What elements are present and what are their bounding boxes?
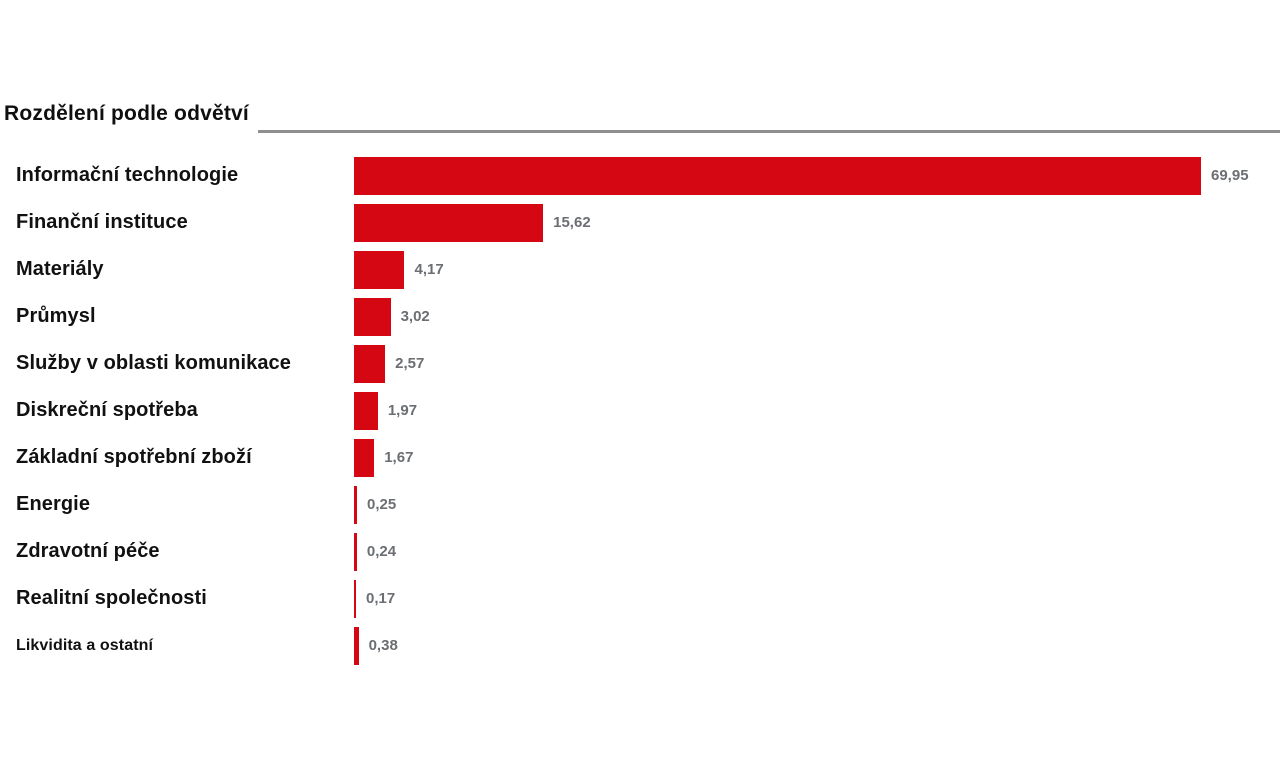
bar-area: 0,25 — [354, 485, 1280, 524]
chart-row: Základní spotřební zboží 1,67 — [0, 434, 1280, 481]
bar-area: 1,67 — [354, 438, 1280, 477]
chart-row: Likvidita a ostatní 0,38 — [0, 622, 1280, 669]
bar-area: 0,17 — [354, 579, 1280, 618]
chart-row: Zdravotní péče 0,24 — [0, 528, 1280, 575]
value-label: 3,02 — [400, 308, 430, 325]
bar-area: 0,24 — [354, 532, 1280, 571]
chart-row: Informační technologie 69,95 — [0, 152, 1280, 199]
row-label: Finanční instituce — [16, 211, 188, 233]
bar — [354, 485, 358, 524]
bar-area: 0,38 — [354, 626, 1280, 665]
value-label: 0,25 — [367, 496, 397, 513]
row-label: Diskreční spotřeba — [16, 399, 198, 421]
row-label: Služby v oblasti komunikace — [16, 352, 292, 374]
row-label: Průmysl — [16, 305, 96, 327]
row-label: Informační technologie — [16, 164, 239, 186]
bar-area: 1,97 — [354, 391, 1280, 430]
sector-bar-chart: Informační technologie 69,95 Finanční in… — [0, 152, 1280, 669]
value-label: 0,17 — [366, 590, 396, 607]
chart-row: Materiály 4,17 — [0, 246, 1280, 293]
bar — [354, 344, 386, 383]
bar-area: 3,02 — [354, 297, 1280, 336]
row-label: Energie — [16, 493, 91, 515]
chart-title: Rozdělení podle odvětví — [4, 102, 249, 125]
row-label: Zdravotní péče — [16, 540, 160, 562]
row-label: Materiály — [16, 258, 104, 280]
value-label: 1,97 — [387, 402, 418, 419]
title-rule — [258, 130, 1280, 133]
value-label: 2,57 — [395, 355, 425, 372]
chart-row: Realitní společnosti 0,17 — [0, 575, 1280, 622]
bar — [354, 391, 378, 430]
chart-row: Průmysl 3,02 — [0, 293, 1280, 340]
bar — [354, 438, 375, 477]
value-label: 0,38 — [368, 637, 398, 654]
bar — [354, 297, 391, 336]
chart-row: Energie 0,25 — [0, 481, 1280, 528]
bar — [354, 156, 1201, 195]
bar — [354, 579, 357, 618]
bar-area: 69,95 — [354, 156, 1280, 195]
row-label: Realitní společnosti — [16, 587, 207, 609]
bar-area: 2,57 — [354, 344, 1280, 383]
value-label: 1,67 — [384, 449, 414, 466]
value-label: 0,24 — [366, 543, 397, 560]
bar-area: 15,62 — [354, 203, 1280, 242]
chart-row: Finanční instituce 15,62 — [0, 199, 1280, 246]
chart-row: Služby v oblasti komunikace 2,57 — [0, 340, 1280, 387]
row-label: Likvidita a ostatní — [16, 636, 154, 654]
value-label: 4,17 — [414, 261, 444, 278]
value-label: 15,62 — [553, 214, 591, 231]
value-label: 69,95 — [1211, 167, 1249, 184]
bar — [354, 626, 359, 665]
chart-row: Diskreční spotřeba 1,97 — [0, 387, 1280, 434]
bar — [354, 532, 357, 571]
bar-area: 4,17 — [354, 250, 1280, 289]
row-label: Základní spotřební zboží — [16, 446, 252, 468]
bar — [354, 250, 405, 289]
bar — [354, 203, 544, 242]
